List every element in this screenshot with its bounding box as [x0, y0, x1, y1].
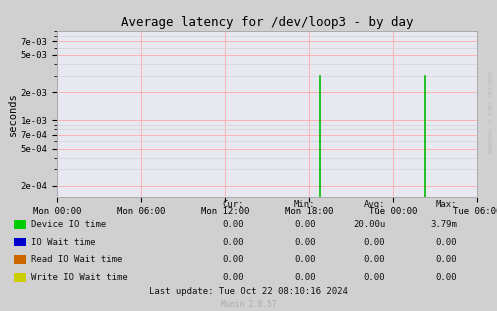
Text: 0.00: 0.00: [436, 238, 457, 247]
Text: RRDTOOL / TOBI OETIKER: RRDTOOL / TOBI OETIKER: [489, 71, 494, 153]
Text: 0.00: 0.00: [294, 273, 316, 282]
Text: Min:: Min:: [294, 200, 316, 209]
Text: Max:: Max:: [436, 200, 457, 209]
Text: 0.00: 0.00: [222, 238, 244, 247]
Text: Device IO time: Device IO time: [31, 220, 106, 229]
Text: Read IO Wait time: Read IO Wait time: [31, 256, 123, 264]
Text: 0.00: 0.00: [436, 256, 457, 264]
Text: 0.00: 0.00: [222, 220, 244, 229]
Text: 0.00: 0.00: [294, 256, 316, 264]
Text: Write IO Wait time: Write IO Wait time: [31, 273, 128, 282]
Y-axis label: seconds: seconds: [8, 92, 18, 136]
Text: 0.00: 0.00: [222, 273, 244, 282]
Text: Cur:: Cur:: [222, 200, 244, 209]
Text: 0.00: 0.00: [436, 273, 457, 282]
Text: 0.00: 0.00: [364, 256, 385, 264]
Text: 3.79m: 3.79m: [430, 220, 457, 229]
Text: IO Wait time: IO Wait time: [31, 238, 96, 247]
Text: Avg:: Avg:: [364, 200, 385, 209]
Text: 0.00: 0.00: [294, 220, 316, 229]
Text: 0.00: 0.00: [364, 273, 385, 282]
Text: 20.00u: 20.00u: [353, 220, 385, 229]
Text: 0.00: 0.00: [294, 238, 316, 247]
Title: Average latency for /dev/loop3 - by day: Average latency for /dev/loop3 - by day: [121, 16, 414, 29]
Text: 0.00: 0.00: [364, 238, 385, 247]
Text: Last update: Tue Oct 22 08:10:16 2024: Last update: Tue Oct 22 08:10:16 2024: [149, 287, 348, 296]
Text: 0.00: 0.00: [222, 256, 244, 264]
Text: Munin 2.0.57: Munin 2.0.57: [221, 300, 276, 309]
